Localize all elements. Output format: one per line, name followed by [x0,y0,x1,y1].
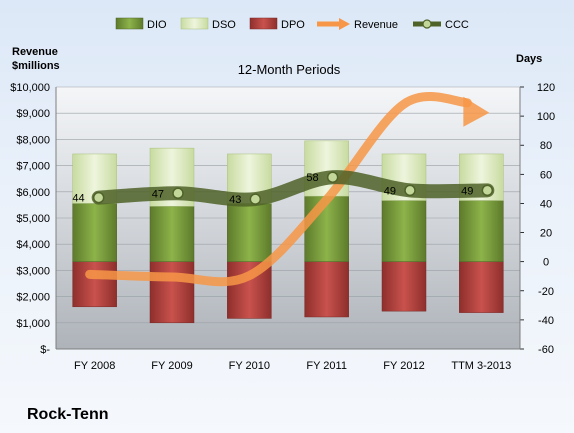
left-tick-label: $7,000 [16,161,50,173]
dpo-bar [381,261,427,312]
left-tick-label: $1,000 [16,318,50,330]
left-tick-label: $4,000 [16,239,50,251]
left-axis-title-line1: Revenue [12,46,58,58]
right-tick-label: 40 [540,198,552,210]
legend-swatch-marker [422,19,432,29]
lines: 44 47 43 58 49 49 [72,92,495,287]
x-tick-label: TTM 3-2013 [451,360,511,372]
right-tick-label: 0 [543,257,549,269]
legend-swatch [115,17,144,30]
ccc-data-label: 49 [461,185,473,197]
right-tick-label: 80 [540,140,552,152]
dio-bar [304,195,349,262]
ccc-point [172,187,184,200]
legend-label: DIO [147,19,167,31]
left-tick-label: $10,000 [10,82,50,94]
left-tick-label: $8,000 [16,134,50,146]
left-tick-label: $5,000 [16,213,50,225]
x-tick-label: FY 2008 [74,360,115,372]
legend-swatch [249,17,278,30]
legend-label: DSO [212,19,236,31]
legend-swatch-arrowhead [339,18,350,30]
right-tick-label: 120 [537,82,555,94]
left-tick-label: $6,000 [16,187,50,199]
right-tick-label: -40 [538,315,554,327]
dio-bar [72,203,117,262]
left-tick-label: $9,000 [16,108,50,120]
right-tick-label: 60 [540,169,552,181]
right-tick-label: 20 [540,228,552,240]
ccc-data-label: 47 [152,188,164,200]
revenue-arrowhead [463,96,490,127]
ccc-data-label: 44 [72,193,84,205]
legend-swatch [180,17,209,30]
ccc-data-label: 49 [384,185,396,197]
dio-bar [459,200,504,262]
x-tick-label: FY 2011 [306,360,347,372]
legend-label: Revenue [354,19,398,31]
dio-bar [227,203,272,262]
ccc-line [91,170,495,207]
ccc-point [326,171,339,183]
left-tick-label: $3,000 [16,265,50,277]
legend-label: DPO [281,19,305,31]
revenue-line [85,92,472,287]
ccc-point [481,184,494,197]
legend: DIO DSO DPO Revenue CCC [115,17,469,31]
x-tick-label: FY 2009 [151,360,192,372]
ccc-data-label: 58 [306,172,318,184]
company-name: Rock-Tenn [27,406,109,423]
x-tick-label: FY 2010 [229,360,270,372]
dpo-bar [72,261,117,308]
axes: $- $1,000 $2,000 $3,000 $4,000 $5,000 $6,000 $7… [10,82,555,372]
chart-title: 12-Month Periods [238,62,341,77]
ccc-point [404,184,416,197]
right-tick-label: 100 [537,111,555,123]
dpo-bar [304,261,349,318]
dio-bar [381,200,427,262]
right-tick-label: -20 [538,286,554,298]
left-axis-title-line2: $millions [12,60,60,72]
ccc-data-label: 43 [229,194,241,206]
right-axis-title: Days [516,53,542,65]
left-tick-label: $2,000 [16,292,50,304]
x-tick-label: FY 2012 [383,360,424,372]
dpo-bar [149,261,195,324]
ccc-point [92,191,105,204]
right-tick-label: -60 [538,344,554,356]
dio-bar [149,206,195,262]
left-tick-label: $- [40,344,50,356]
legend-label: CCC [445,19,469,31]
dpo-bar [459,261,504,313]
bars [72,140,504,324]
ccc-point [249,193,262,205]
